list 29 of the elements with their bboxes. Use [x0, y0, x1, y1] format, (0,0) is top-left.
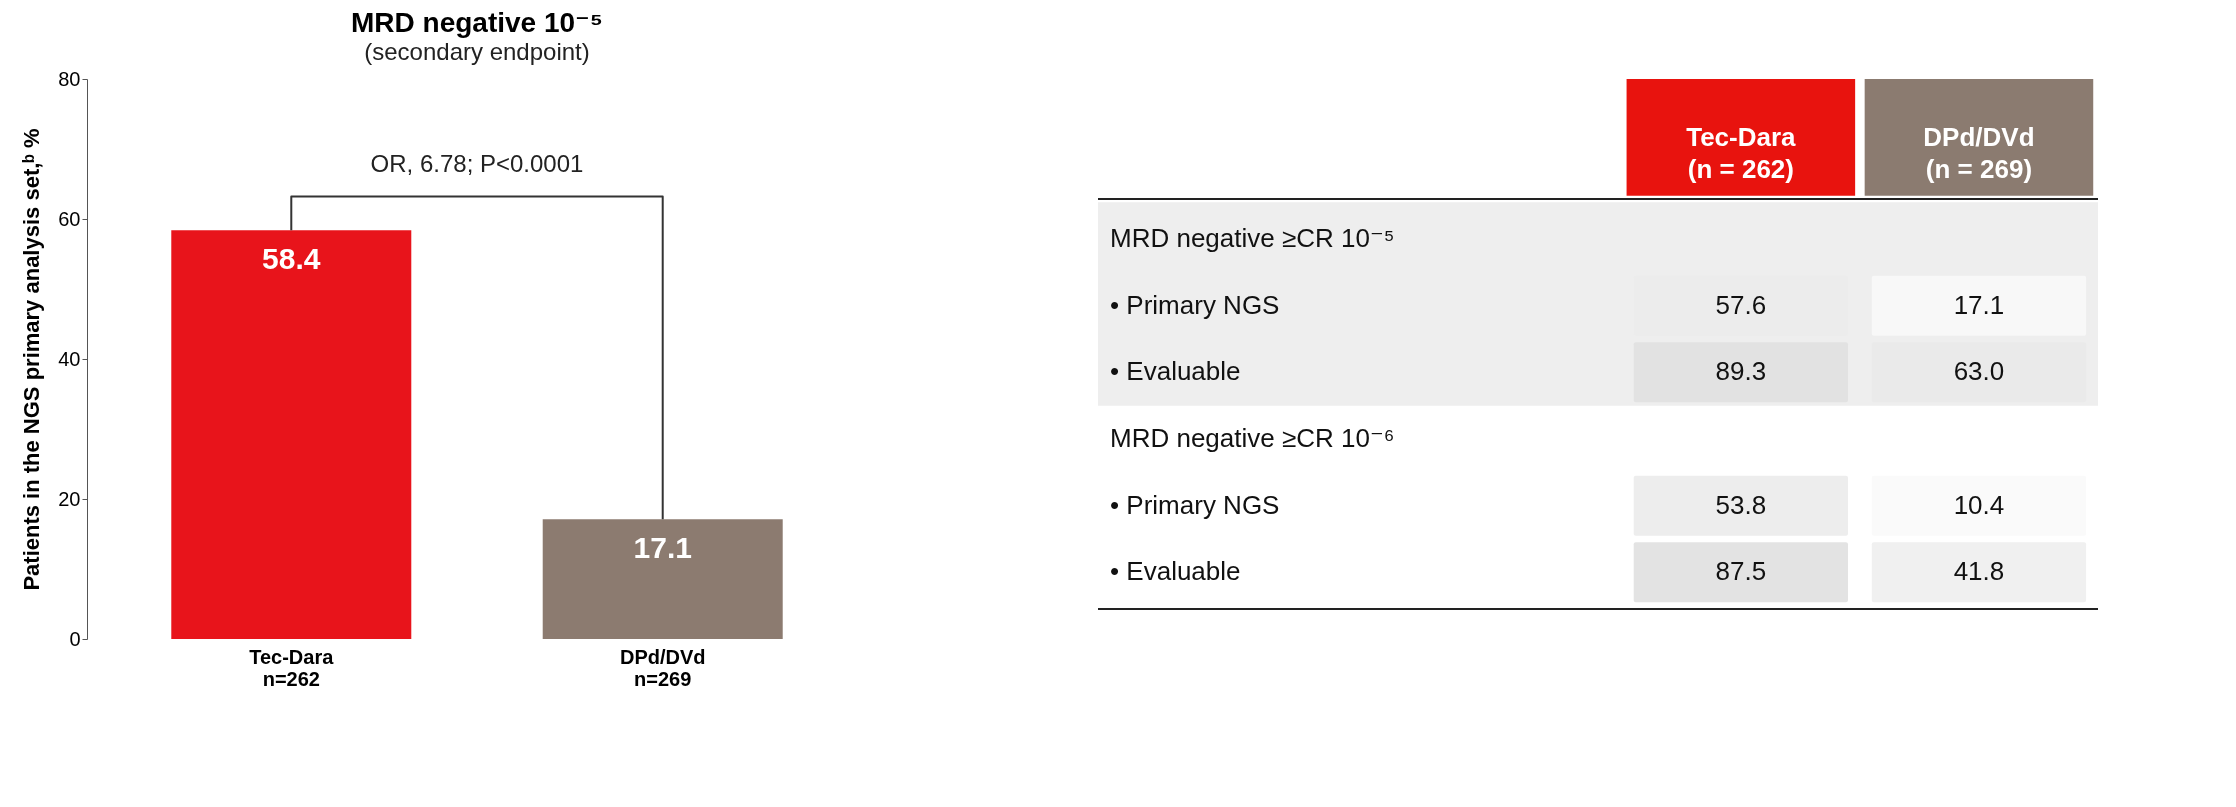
chart-title: MRD negative 10⁻⁵: [351, 7, 603, 38]
y-tick-label: 20: [58, 487, 81, 510]
y-tick-label: • Evaluable: [1110, 356, 1241, 387]
y-tick-label: • Primary NGS: [1110, 289, 1280, 320]
x-tick-label: DPd/DVd (n = 269): [1923, 121, 2035, 184]
y-tick-label: 60: [58, 207, 81, 230]
x-tick-label: Tec-Dara n=262: [249, 645, 335, 690]
data-label: 89.3: [1715, 356, 1767, 387]
y-tick-label: 0: [69, 627, 81, 650]
chart-subtitle: (secondary endpoint): [364, 38, 590, 65]
y-tick-label: MRD negative ≥CR 10⁻⁵: [1110, 223, 1395, 253]
x-tick-label: Tec-Dara (n = 262): [1686, 121, 1797, 184]
y-tick-label: • Evaluable: [1110, 556, 1241, 587]
y-tick-label: 40: [58, 347, 81, 370]
data-label: 63.0: [1953, 356, 2005, 387]
x-tick-label: DPd/DVd n=269: [619, 645, 706, 690]
data-label: 53.8: [1715, 489, 1767, 520]
data-label: 58.4: [262, 242, 321, 276]
y-axis-title: Patients in the NGS primary analysis set,ᵇ %: [19, 128, 45, 591]
data-label: 17.1: [1953, 289, 2005, 320]
y-tick-label: MRD negative ≥CR 10⁻⁶: [1110, 423, 1395, 453]
data-label: 10.4: [1953, 489, 2005, 520]
data-label: 87.5: [1715, 556, 1767, 587]
y-tick-label: • Primary NGS: [1110, 489, 1280, 520]
annotation: OR, 6.78; P<0.0001: [370, 150, 584, 177]
data-label: 57.6: [1715, 289, 1767, 320]
y-tick-label: 80: [58, 67, 81, 90]
data-label: 41.8: [1953, 556, 2005, 587]
data-label: 17.1: [633, 531, 692, 565]
